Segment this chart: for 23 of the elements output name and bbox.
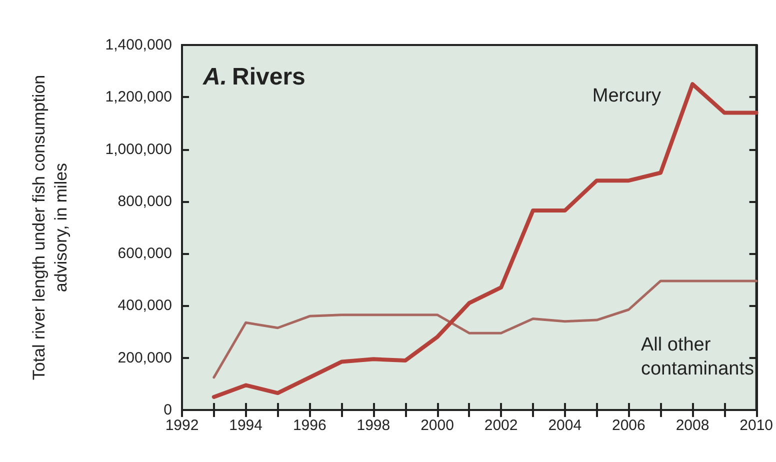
y-axis-title: Total river length under fish consumption advisory, in miles xyxy=(30,74,70,380)
x-tick-label: 2008 xyxy=(676,417,710,434)
x-tick-label: 1994 xyxy=(229,417,262,434)
text: A. Rivers xyxy=(202,64,306,90)
y-tick-label: 1,400,000 xyxy=(105,36,172,54)
series-label: All other contaminants xyxy=(640,334,754,380)
x-tick-label: 2000 xyxy=(420,417,454,434)
y-tick-label: 1,200,000 xyxy=(105,88,172,106)
y-tick-label: 0 xyxy=(164,402,172,418)
x-tick-label: 1996 xyxy=(292,417,326,434)
x-tick-label: 1998 xyxy=(356,417,390,434)
x-tick-label: 1992 xyxy=(165,417,199,434)
y-tick-label: 200,000 xyxy=(118,349,172,366)
x-tick-label: 2006 xyxy=(612,417,646,434)
series-label: Mercury xyxy=(592,86,662,106)
line-series xyxy=(212,280,758,379)
x-tick-label: 2010 xyxy=(740,417,774,434)
y-tick-label: 800,000 xyxy=(118,192,172,210)
y-tick-label: 1,000,000 xyxy=(105,140,172,158)
x-tick-label: 2002 xyxy=(484,417,518,434)
x-tick-label: 2004 xyxy=(548,417,582,434)
y-tick-label: 600,000 xyxy=(118,245,172,262)
y-tick-label: 400,000 xyxy=(118,297,172,314)
